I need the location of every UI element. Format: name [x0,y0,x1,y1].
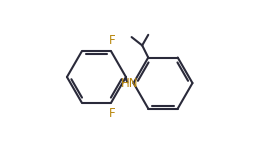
Text: HN: HN [121,77,139,89]
Text: F: F [109,34,115,47]
Text: F: F [109,107,115,120]
